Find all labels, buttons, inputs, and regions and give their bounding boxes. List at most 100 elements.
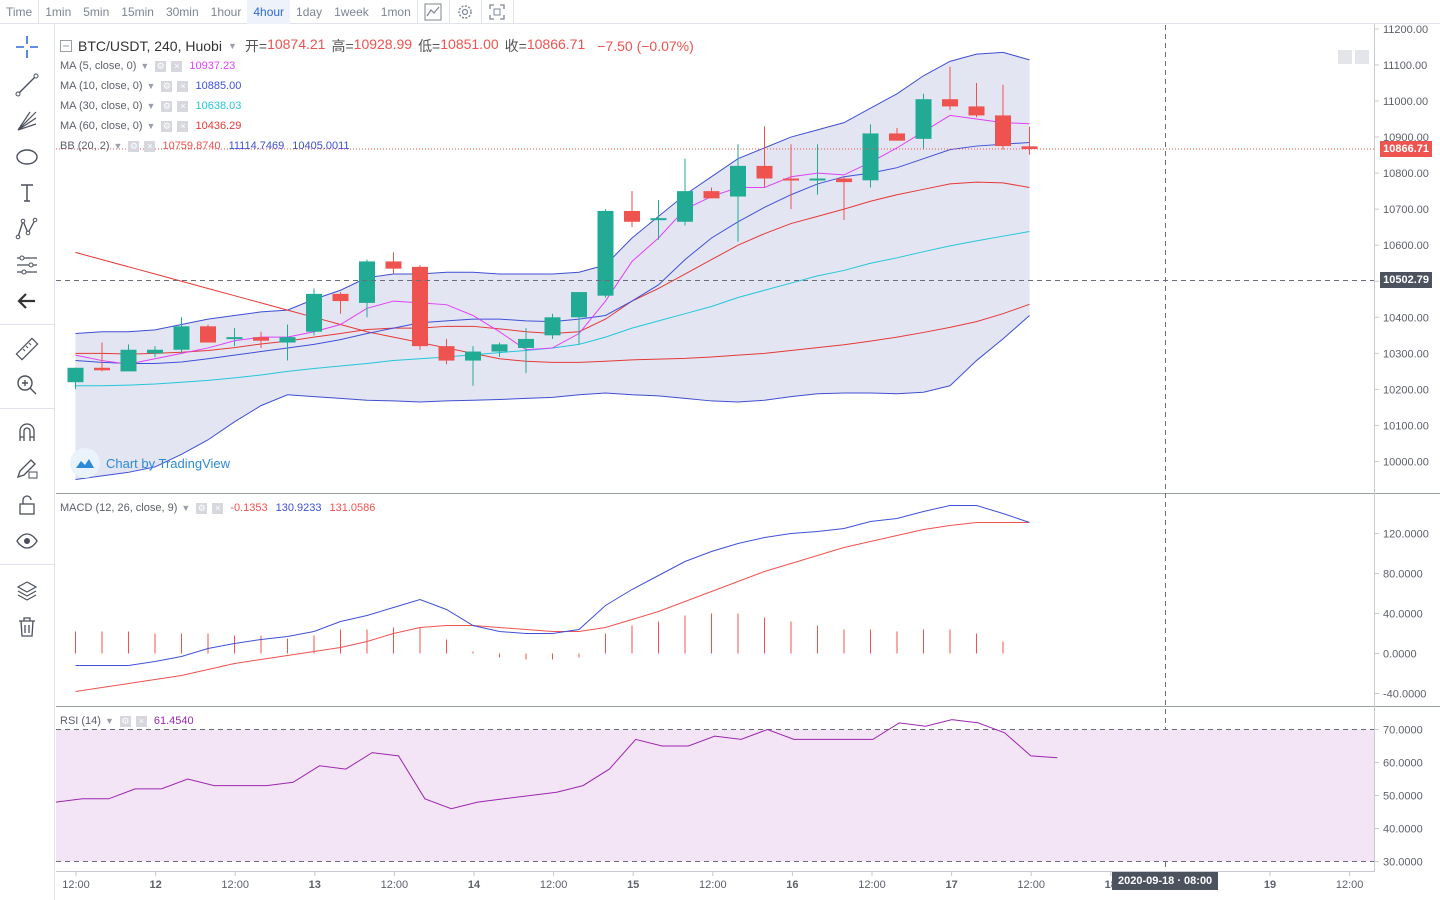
- candle-body: [571, 292, 587, 318]
- price-tick-label: 10400.00: [1383, 312, 1429, 324]
- indicators-button[interactable]: [418, 0, 450, 24]
- timeframe-1min[interactable]: 1min: [45, 4, 72, 19]
- time-tick-label: 12: [149, 879, 161, 891]
- zoom-tool[interactable]: [10, 370, 44, 400]
- settings-icon[interactable]: ⚙: [161, 100, 173, 112]
- price-tick-label: 11000.00: [1383, 96, 1428, 108]
- settings-icon[interactable]: ⚙: [196, 502, 208, 514]
- macd-tick-label: 40.0000: [1383, 609, 1423, 621]
- zoom-in-icon: [17, 375, 37, 395]
- symbol-title[interactable]: BTC/USDT, 240, Huobi: [78, 38, 222, 54]
- pencil-lock-icon: [16, 459, 38, 479]
- close-icon[interactable]: ×: [212, 502, 224, 514]
- rsi-value: 61.4540: [153, 715, 194, 727]
- bb-upper-line: [75, 51, 1030, 335]
- candle-body: [359, 261, 375, 303]
- close-icon[interactable]: ×: [171, 60, 183, 72]
- stay-drawing-tool[interactable]: [10, 454, 44, 484]
- pane-minimize-icon[interactable]: [1338, 50, 1352, 64]
- fan-icon: [17, 111, 37, 131]
- close-icon[interactable]: ×: [144, 140, 156, 152]
- chevron-down-icon[interactable]: ▼: [146, 101, 156, 111]
- timeframe-4hour[interactable]: 4hour: [247, 0, 291, 24]
- time-tick-label: 12:00: [221, 879, 249, 891]
- time-tick-label: 17: [945, 879, 957, 891]
- close-icon[interactable]: ×: [135, 715, 147, 727]
- timeframe-5min[interactable]: 5min: [83, 4, 110, 19]
- fib-fan-tool[interactable]: [10, 106, 44, 136]
- candle-body: [518, 338, 534, 348]
- ma60-name[interactable]: MA (60, close, 0): [60, 120, 143, 132]
- fullscreen-button[interactable]: [482, 0, 514, 24]
- chevron-down-icon[interactable]: ▼: [140, 61, 150, 71]
- candle-body: [730, 165, 746, 197]
- settings-icon[interactable]: ⚙: [161, 80, 173, 92]
- rsi-tick-label: 40.0000: [1383, 824, 1423, 836]
- timeframe-15min[interactable]: 15min: [121, 4, 154, 19]
- timeframe-1hour[interactable]: 1hour: [210, 4, 242, 19]
- ma60-line: [75, 251, 1030, 363]
- pane-maximize-icon[interactable]: [1355, 50, 1369, 64]
- candle-body: [809, 178, 826, 181]
- chevron-down-icon[interactable]: ▼: [146, 81, 156, 91]
- trash-icon: [19, 617, 35, 637]
- magnet-icon: [19, 423, 35, 441]
- timeframe-1mon[interactable]: 1mon: [380, 4, 411, 19]
- ma30-name[interactable]: MA (30, close, 0): [60, 100, 143, 112]
- time-tick-label: 19: [1264, 879, 1276, 891]
- settings-icon[interactable]: ⚙: [128, 140, 140, 152]
- pattern-tool[interactable]: [10, 214, 44, 244]
- timeframe-time[interactable]: Time: [6, 4, 33, 19]
- close-icon[interactable]: ×: [177, 120, 189, 132]
- crosshair-tool[interactable]: [10, 32, 44, 62]
- close-icon[interactable]: ×: [177, 100, 189, 112]
- price-tick-label: 11200.00: [1383, 24, 1428, 36]
- trendline-tool[interactable]: [10, 70, 44, 100]
- macd-tick-label: 0.0000: [1383, 649, 1417, 661]
- indicators-icon: [424, 3, 442, 20]
- chevron-down-icon[interactable]: ▼: [146, 121, 156, 131]
- rsi-name[interactable]: RSI (14): [60, 715, 101, 727]
- ma10-name[interactable]: MA (10, close, 0): [60, 80, 143, 92]
- timeframe-1day[interactable]: 1day: [296, 4, 323, 19]
- settings-icon[interactable]: ⚙: [119, 715, 131, 727]
- tradingview-watermark[interactable]: Chart by TradingView: [70, 448, 230, 478]
- crosshair-time-label: 2020-09-18 · 08:00: [1112, 872, 1219, 890]
- ellipse-tool[interactable]: [10, 142, 44, 172]
- chevron-down-icon[interactable]: ▼: [104, 716, 114, 726]
- bb-legend: BB (20, 2) ▼ ⚙ × 10759.8740 11114.7469 10…: [60, 140, 350, 152]
- magnet-tool[interactable]: [10, 418, 44, 448]
- settings-icon[interactable]: ⚙: [161, 120, 173, 132]
- text-tool[interactable]: [10, 178, 44, 208]
- collapse-icon[interactable]: [60, 40, 72, 52]
- chevron-down-icon[interactable]: ▼: [113, 141, 123, 151]
- main-legend: BTC/USDT, 240, Huobi ▼ 开= 10874.21 高= 10…: [60, 36, 694, 56]
- object-tree-tool[interactable]: [10, 576, 44, 606]
- back-tool[interactable]: [10, 286, 44, 316]
- last-price-label: 10866.71: [1380, 141, 1432, 157]
- position-tool[interactable]: [10, 250, 44, 280]
- close-icon[interactable]: ×: [177, 80, 189, 92]
- candle-body: [1021, 146, 1038, 150]
- lock-tool[interactable]: [10, 490, 44, 520]
- timeframe-30min[interactable]: 30min: [165, 4, 199, 19]
- divider: [0, 564, 55, 565]
- delete-tool[interactable]: [10, 612, 44, 642]
- visibility-tool[interactable]: [10, 526, 44, 556]
- bb-name[interactable]: BB (20, 2): [60, 140, 110, 152]
- chevron-down-icon[interactable]: ▼: [181, 503, 191, 513]
- settings-icon[interactable]: ⚙: [155, 60, 167, 72]
- timeframe-toolbar: Time 1min 5min 15min 30min 1hour 4hour 1…: [0, 0, 1440, 24]
- measure-tool[interactable]: [10, 334, 44, 364]
- macd-name[interactable]: MACD (12, 26, close, 9): [60, 502, 178, 514]
- settings-button[interactable]: [450, 0, 482, 24]
- pattern-icon: [15, 217, 38, 240]
- unlock-icon: [19, 495, 35, 515]
- chevron-down-icon[interactable]: ▼: [227, 41, 237, 51]
- low-value: 10851.00: [440, 36, 499, 52]
- ma5-name[interactable]: MA (5, close, 0): [60, 60, 137, 72]
- price-tick-label: 11100.00: [1383, 60, 1427, 72]
- candle-body: [465, 351, 481, 361]
- timeframe-1week[interactable]: 1week: [334, 4, 369, 19]
